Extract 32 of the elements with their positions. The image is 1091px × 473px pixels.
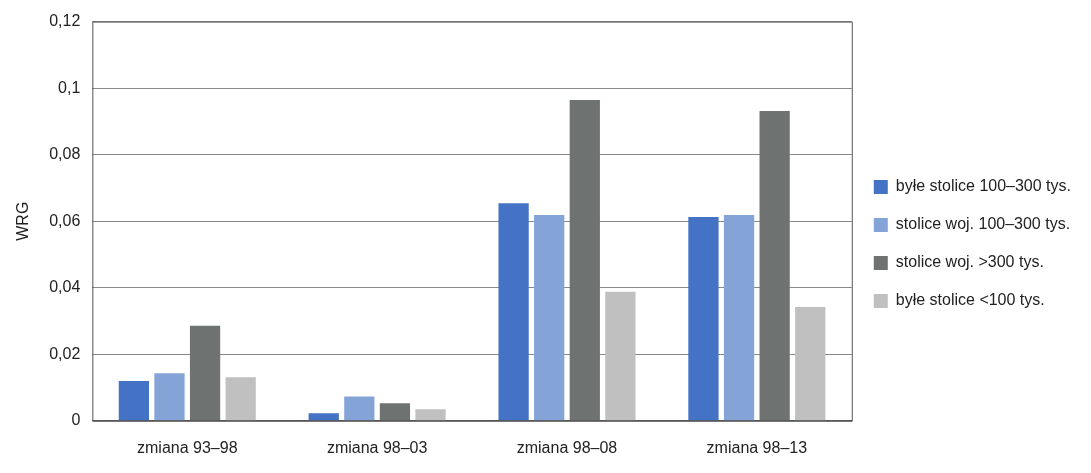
y-axis-title: WRG — [14, 201, 32, 241]
bar — [723, 214, 755, 421]
y-tick-label: 0,08 — [49, 145, 81, 163]
bar — [498, 203, 529, 421]
bar — [189, 325, 221, 421]
y-tick-label: 0,04 — [49, 278, 81, 296]
bar — [154, 373, 185, 421]
y-tick-label: 0,02 — [49, 344, 81, 362]
legend-label: stolice woj. >300 tys. — [895, 253, 1044, 271]
legend-label: byłe stolice <100 tys. — [895, 291, 1045, 309]
bar — [118, 380, 149, 421]
bar — [759, 111, 790, 421]
bar — [569, 100, 600, 421]
bar — [534, 214, 565, 421]
bar — [344, 396, 375, 421]
bar — [605, 291, 636, 421]
y-tick-label: 0 — [71, 411, 81, 429]
bar — [308, 413, 339, 421]
x-tick-label: zmiana 98–08 — [516, 438, 618, 456]
x-tick-label: zmiana 93–98 — [137, 438, 238, 456]
bar — [688, 216, 719, 421]
legend-label: byłe stolice 100–300 tys. — [895, 177, 1071, 195]
y-tick-label: 0,06 — [49, 211, 81, 229]
legend-label: stolice woj. 100–300 tys. — [895, 215, 1071, 233]
x-tick-label: zmiana 98–03 — [326, 438, 428, 456]
bar — [379, 403, 411, 421]
bar — [225, 377, 256, 421]
y-tick-label: 0,12 — [49, 12, 81, 30]
x-tick-label: zmiana 98–13 — [706, 438, 808, 456]
y-tick-label: 0,1 — [58, 78, 81, 96]
bar — [795, 307, 826, 421]
bar — [415, 409, 446, 421]
